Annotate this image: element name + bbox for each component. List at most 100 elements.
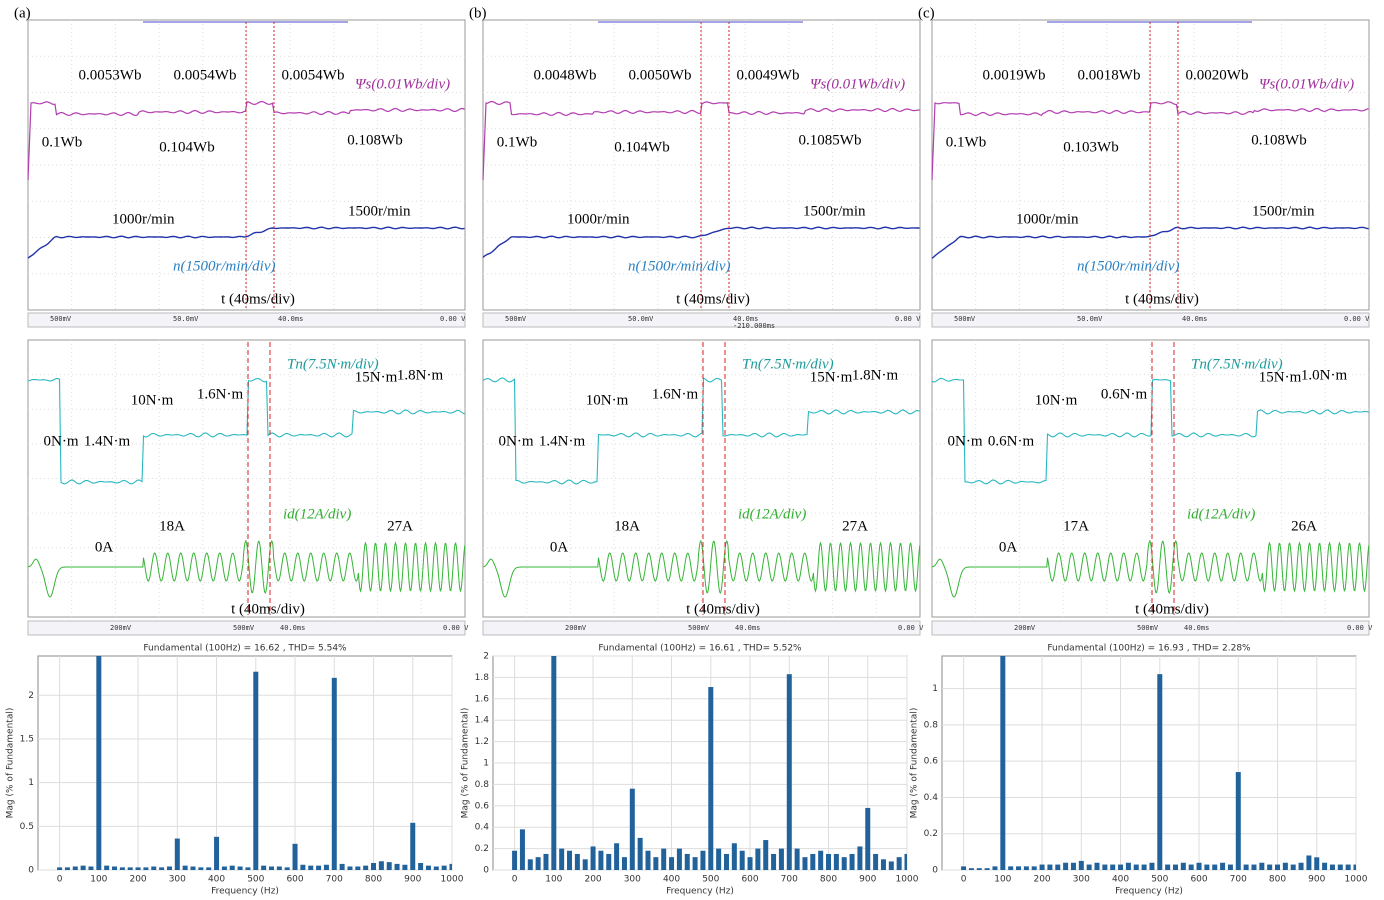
bar <box>1126 863 1131 870</box>
bar <box>1251 865 1256 870</box>
chart-title: Fundamental (100Hz) = 16.61 , THD= 5.52% <box>598 644 802 654</box>
chart-title: Fundamental (100Hz) = 16.93 , THD= 2.28% <box>1047 644 1251 654</box>
bar <box>763 840 768 870</box>
bar <box>1306 855 1311 870</box>
y-tick-label: 0 <box>932 866 938 876</box>
bar <box>992 866 997 870</box>
bar <box>536 857 541 870</box>
y-tick-label: 0.4 <box>924 793 939 803</box>
bar <box>269 867 274 870</box>
annotation: Ψs(0.01Wb/div) <box>355 76 450 92</box>
bar <box>1040 865 1045 870</box>
bar <box>857 846 862 870</box>
annotation: 1500r/min <box>348 203 411 219</box>
bar <box>395 864 400 870</box>
bar <box>685 854 690 870</box>
annotation: 0.108Wb <box>347 132 402 148</box>
bar <box>1063 863 1068 870</box>
annotation: 0.104Wb <box>159 139 214 155</box>
annotation: 10N·m <box>586 392 629 408</box>
y-tick-label: 1 <box>28 778 34 788</box>
x-tick-label: 800 <box>1269 875 1286 885</box>
scope-setting: 500mV <box>505 315 527 323</box>
bar <box>1181 863 1186 870</box>
scope-setting: 0.00 V <box>898 624 924 632</box>
bar <box>834 854 839 870</box>
annotation: 0.103Wb <box>1063 139 1118 155</box>
bar <box>402 865 407 870</box>
x-tick-label: 500 <box>1151 875 1168 885</box>
bar <box>434 867 439 870</box>
scope-setting: 200mV <box>565 624 587 632</box>
annotation: 1.4N·m <box>539 433 586 449</box>
bar <box>606 854 611 870</box>
panel-label: (b) <box>469 5 487 21</box>
bar <box>1197 863 1202 870</box>
bar <box>779 849 784 870</box>
annotation: t (40ms/div) <box>676 291 750 307</box>
y-tick-label: 0 <box>28 866 34 876</box>
bar <box>653 857 658 870</box>
bar <box>1047 865 1052 870</box>
annotation: t (40ms/div) <box>686 601 760 617</box>
bar <box>661 849 666 870</box>
bar <box>700 851 705 870</box>
scope-setting: 200mV <box>1014 624 1036 632</box>
annotation: 1000r/min <box>112 211 175 227</box>
scope-setting: 500mV <box>688 624 710 632</box>
bar <box>638 838 643 870</box>
bar <box>591 846 596 870</box>
bar <box>136 867 141 870</box>
y-tick-label: 1.4 <box>475 716 490 726</box>
bar <box>1236 772 1241 870</box>
bar <box>332 678 337 870</box>
bar <box>802 857 807 870</box>
y-tick-label: 2 <box>483 652 489 662</box>
bar <box>410 823 415 870</box>
bar <box>1016 866 1021 870</box>
bar <box>1291 865 1296 870</box>
bar <box>191 867 196 870</box>
bar <box>1228 865 1233 870</box>
bar <box>810 854 815 870</box>
bar <box>230 866 235 870</box>
annotation: 0N·m <box>44 433 79 449</box>
scope-setting: 0.00 V <box>895 315 921 323</box>
bar <box>371 863 376 870</box>
figure: (a)0.0053Wb0.0054Wb0.0054WbΨs(0.01Wb/div… <box>0 0 1384 900</box>
annotation: n(1500r/min/div) <box>1077 258 1180 274</box>
annotation: t (40ms/div) <box>1125 291 1199 307</box>
bar <box>732 843 737 870</box>
annotation: 0.6N·m <box>988 433 1035 449</box>
scope-setting: 40.0ms <box>278 315 303 323</box>
annotation: 1000r/min <box>567 211 630 227</box>
scope-setting: 500mV <box>954 315 976 323</box>
bar <box>128 867 133 870</box>
annotation: 15N·m <box>355 369 398 385</box>
bar <box>347 867 352 870</box>
bar <box>850 854 855 870</box>
bar <box>677 849 682 870</box>
x-tick-label: 900 <box>404 875 421 885</box>
bar <box>387 862 392 870</box>
bar <box>183 866 188 870</box>
bar <box>1087 865 1092 870</box>
bar <box>238 867 243 870</box>
bar <box>261 866 266 870</box>
bar <box>669 857 674 870</box>
x-tick-label: 600 <box>286 875 303 885</box>
x-tick-label: 300 <box>169 875 186 885</box>
bar <box>512 851 517 870</box>
x-tick-label: 200 <box>584 875 601 885</box>
x-tick-label: 700 <box>1230 875 1247 885</box>
bar <box>614 843 619 870</box>
y-tick-label: 0.4 <box>475 823 490 833</box>
bar <box>1330 865 1335 870</box>
y-tick-label: 0.5 <box>20 822 34 832</box>
scope-setting: 50.0mV <box>628 315 654 323</box>
scope-setting: 40.0ms <box>280 624 305 632</box>
bar <box>112 867 117 870</box>
annotation: 1.4N·m <box>84 433 131 449</box>
x-axis-label: Frequency (Hz) <box>666 887 734 897</box>
bar <box>630 789 635 870</box>
